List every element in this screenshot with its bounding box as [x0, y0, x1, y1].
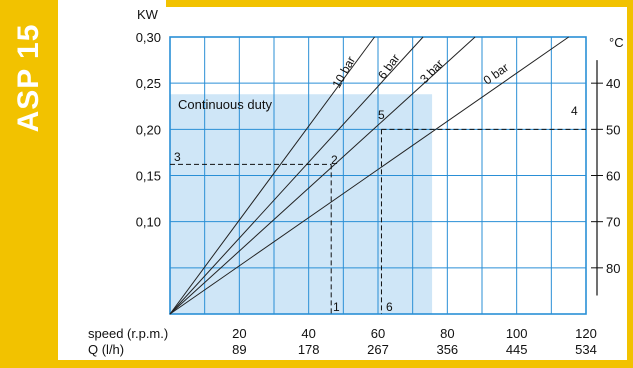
- y-tick-label: 0,30: [136, 30, 161, 45]
- x-flow-tick-label: 267: [367, 342, 389, 357]
- top-border: [166, 0, 633, 7]
- x-speed-tick-label: 40: [301, 326, 315, 341]
- series-label: 6 bar: [375, 51, 402, 81]
- series-line: [169, 36, 424, 315]
- annotation-label: 6: [386, 300, 393, 314]
- annotation-label: 3: [174, 150, 181, 164]
- x-speed-tick-label: 80: [440, 326, 454, 341]
- annotation-label: 5: [378, 108, 385, 122]
- x-flow-tick-label: 89: [232, 342, 246, 357]
- right-border: [627, 0, 633, 368]
- bottom-border: [0, 360, 633, 368]
- temperature-tick-label: 60: [606, 169, 620, 184]
- series-line: [169, 36, 569, 315]
- annotation-label: 4: [571, 104, 578, 118]
- x-speed-tick-label: 60: [371, 326, 385, 341]
- annotation-label: 2: [331, 153, 338, 167]
- x-speed-tick-label: 20: [232, 326, 246, 341]
- y-tick-label: 0,25: [136, 76, 161, 91]
- plot-border: [169, 36, 587, 315]
- x-speed-tick-label: 120: [575, 326, 597, 341]
- x-axis-label-speed: speed (r.p.m.): [88, 326, 168, 341]
- x-axis-label-flow: Q (l/h): [88, 342, 124, 357]
- temperature-axis-label: °C: [609, 35, 624, 50]
- y-tick-label: 0,20: [136, 122, 161, 137]
- y-tick-label: 0,10: [136, 215, 161, 230]
- series-line: [169, 36, 375, 315]
- x-flow-tick-label: 356: [436, 342, 458, 357]
- x-flow-tick-label: 445: [506, 342, 528, 357]
- y-tick-label: 0,15: [136, 169, 161, 184]
- continuous-duty-region: [170, 94, 433, 314]
- x-flow-tick-label: 178: [298, 342, 320, 357]
- annotation-label: 1: [333, 300, 340, 314]
- continuous-duty-label: Continuous duty: [178, 97, 272, 112]
- temperature-tick-label: 80: [606, 261, 620, 276]
- temperature-tick-label: 40: [606, 76, 620, 91]
- series-line: [169, 36, 476, 315]
- y-axis-label: KW: [137, 7, 159, 22]
- x-flow-tick-label: 534: [575, 342, 597, 357]
- series-label: 3 bar: [417, 57, 446, 86]
- temperature-tick-label: 70: [606, 215, 620, 230]
- side-title-band: ASP 15: [0, 0, 58, 368]
- temperature-tick-label: 50: [606, 122, 620, 137]
- x-speed-tick-label: 100: [506, 326, 528, 341]
- series-label: 10 bar: [329, 54, 358, 91]
